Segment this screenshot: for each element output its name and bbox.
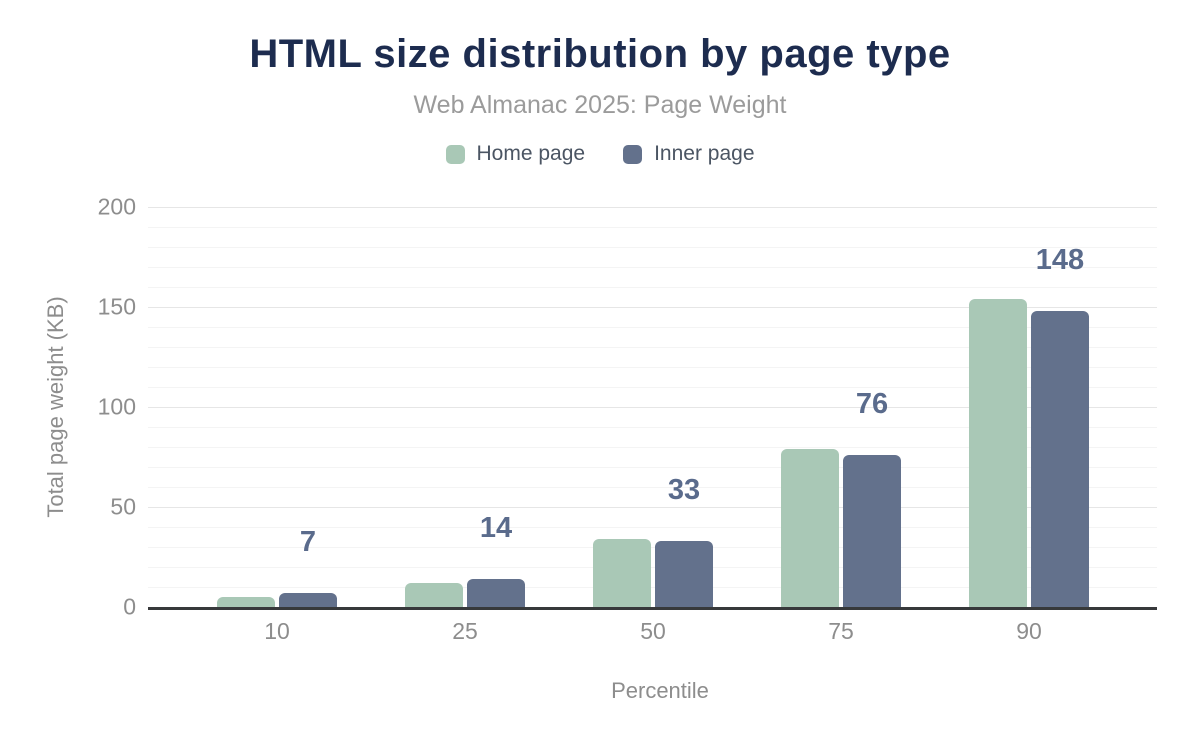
minor-gridline-10 [148, 587, 1157, 588]
data-label-p50: 33 [667, 474, 701, 506]
x-tick-label-25: 25 [452, 618, 478, 644]
bar-inner-page-p90 [1031, 311, 1089, 607]
x-tick-label-75: 75 [828, 618, 854, 644]
minor-gridline-70 [148, 467, 1157, 468]
legend-item-inner-page[interactable]: Inner page [623, 142, 755, 166]
legend-label-home-page: Home page [476, 142, 586, 165]
major-gridline-50 [148, 507, 1157, 508]
home-page-swatch-icon [445, 144, 465, 164]
inner-page-swatch-icon [623, 144, 643, 164]
bar-home-page-p75 [781, 449, 839, 607]
minor-gridline-130 [148, 347, 1157, 348]
bar-inner-page-p50 [655, 541, 713, 607]
major-gridline-200 [148, 207, 1157, 208]
x-tick-label-10: 10 [264, 618, 290, 644]
bar-home-page-p90 [969, 299, 1027, 607]
x-axis-title: Percentile [611, 678, 709, 703]
minor-gridline-140 [148, 327, 1157, 328]
minor-gridline-180 [148, 247, 1157, 248]
chart-title: HTML size distribution by page type [249, 32, 951, 76]
minor-gridline-190 [148, 227, 1157, 228]
minor-gridline-90 [148, 427, 1157, 428]
bar-inner-page-p25 [467, 579, 525, 607]
data-label-p75: 76 [855, 388, 889, 420]
minor-gridline-170 [148, 267, 1157, 268]
data-label-p90: 148 [1035, 244, 1085, 276]
major-gridline-100 [148, 407, 1157, 408]
bar-home-page-p50 [593, 539, 651, 607]
y-tick-label-200: 200 [97, 193, 136, 220]
legend-item-home-page[interactable]: Home page [445, 142, 586, 166]
data-label-p25: 14 [479, 512, 513, 544]
y-tick-label-100: 100 [97, 393, 136, 420]
data-label-p10: 7 [299, 526, 317, 558]
chart-subtitle: Web Almanac 2025: Page Weight [413, 91, 787, 119]
minor-gridline-40 [148, 527, 1157, 528]
minor-gridline-120 [148, 367, 1157, 368]
bar-home-page-p25 [405, 583, 463, 607]
y-tick-label-0: 0 [123, 593, 136, 620]
minor-gridline-110 [148, 387, 1157, 388]
x-tick-label-50: 50 [640, 618, 666, 644]
x-axis-line [148, 607, 1157, 610]
bar-inner-page-p10 [279, 593, 337, 607]
y-tick-label-150: 150 [97, 293, 136, 320]
bar-inner-page-p75 [843, 455, 901, 607]
y-tick-label-50: 50 [110, 493, 136, 520]
minor-gridline-160 [148, 287, 1157, 288]
minor-gridline-30 [148, 547, 1157, 548]
x-tick-label-90: 90 [1016, 618, 1042, 644]
minor-gridline-20 [148, 567, 1157, 568]
bar-home-page-p10 [217, 597, 275, 607]
legend-label-inner-page: Inner page [654, 142, 755, 165]
major-gridline-150 [148, 307, 1157, 308]
legend: Home page Inner page [0, 142, 1200, 166]
minor-gridline-80 [148, 447, 1157, 448]
minor-gridline-60 [148, 487, 1157, 488]
